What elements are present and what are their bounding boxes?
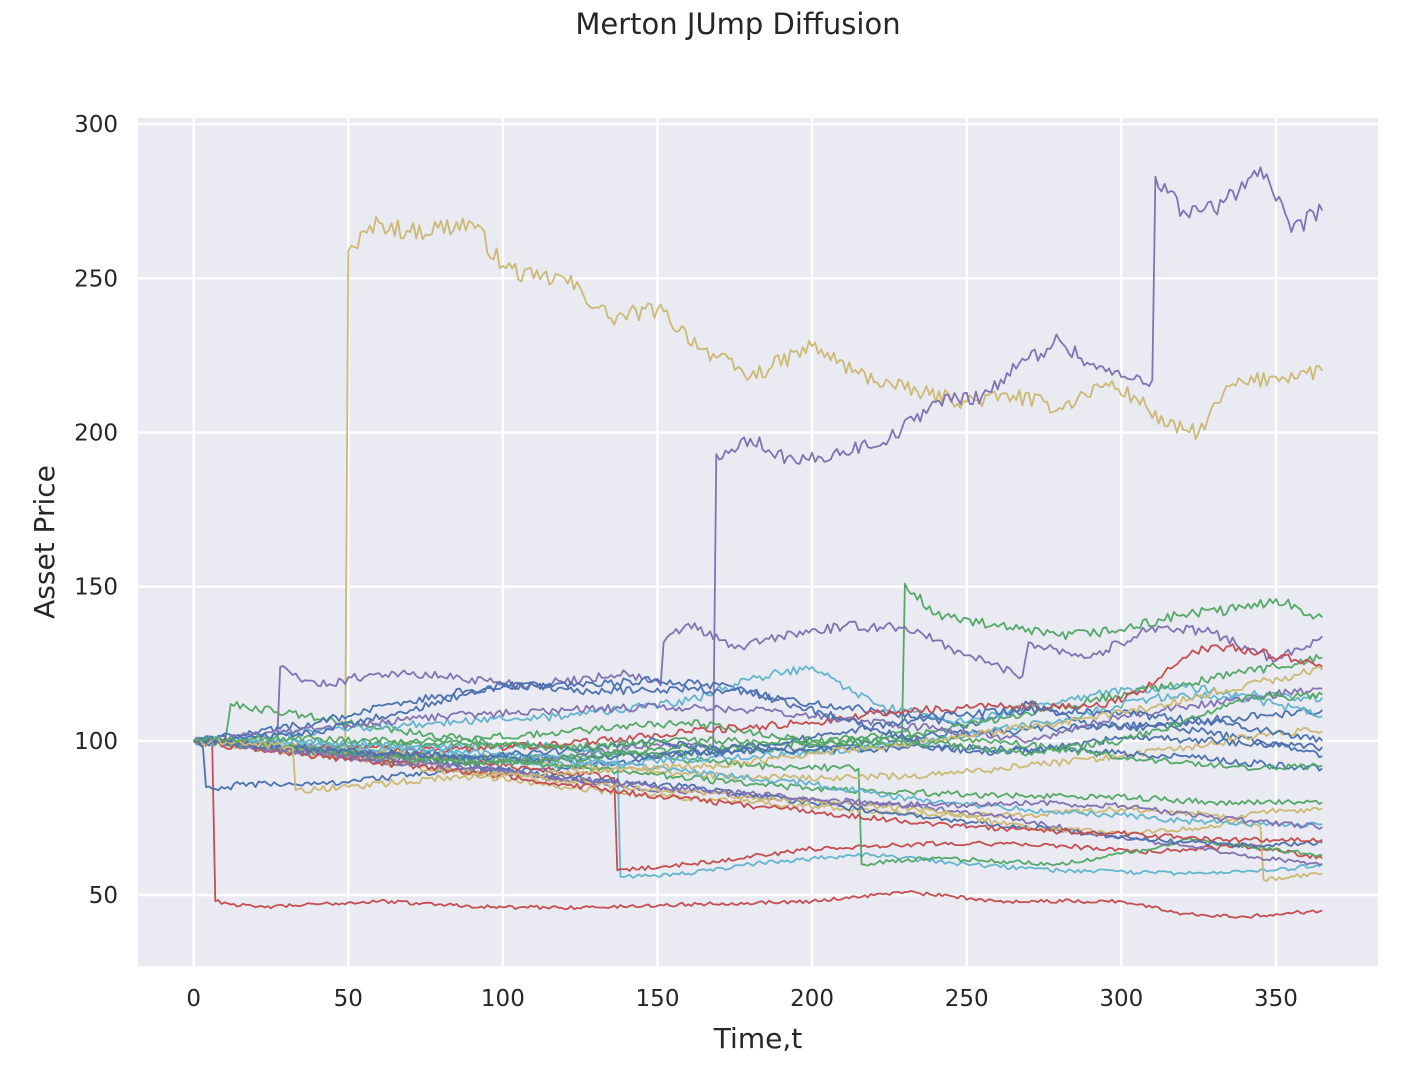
y-tick-label: 50 (89, 883, 118, 909)
tick-labels: 0 50 100 150 200 250 300 350 50 100 150 200 250 300 (74, 112, 1298, 1012)
y-tick-label: 250 (74, 266, 118, 292)
series-line-24 (193, 738, 1323, 828)
series-line-10 (193, 675, 1323, 758)
series-layer (193, 166, 1324, 919)
series-line-27 (193, 705, 1323, 760)
y-axis-label: Asset Price (28, 465, 61, 619)
x-tick-label: 200 (790, 986, 834, 1012)
y-tick-label: 200 (74, 421, 118, 447)
series-line-3 (193, 582, 1323, 763)
series-line-30 (193, 691, 1323, 757)
x-tick-label: 250 (945, 986, 989, 1012)
series-line-22 (193, 738, 1323, 843)
y-tick-label: 100 (74, 729, 118, 755)
chart-title: Merton JUmp Diffusion (575, 7, 900, 41)
plot-area (138, 118, 1378, 966)
x-tick-label: 50 (334, 986, 363, 1012)
series-line-26 (193, 738, 1323, 830)
series-line-1 (193, 216, 1324, 754)
series-line-17 (193, 738, 1323, 849)
x-tick-label: 100 (481, 986, 525, 1012)
x-tick-label: 150 (636, 986, 680, 1012)
series-line-28 (193, 665, 1323, 794)
series-line-6 (193, 707, 1323, 792)
x-axis-label: Time,t (713, 1022, 802, 1055)
x-tick-label: 300 (1099, 986, 1143, 1012)
series-line-4 (193, 620, 1323, 747)
y-tick-label: 150 (74, 575, 118, 601)
series-line-19 (193, 737, 1323, 806)
series-line-5 (193, 740, 1323, 919)
x-tick-label: 350 (1254, 986, 1298, 1012)
y-tick-label: 300 (74, 112, 118, 138)
x-tick-label: 0 (186, 986, 201, 1012)
